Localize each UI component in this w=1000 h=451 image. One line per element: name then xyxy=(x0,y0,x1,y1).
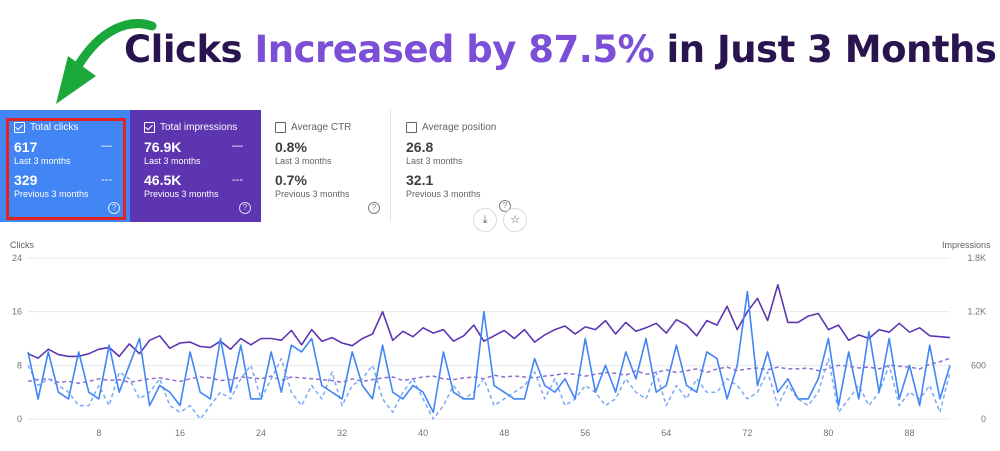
card-previous-period: Previous 3 months xyxy=(406,189,481,199)
left-tick-label: 0 xyxy=(17,414,22,424)
checkbox-icon[interactable] xyxy=(144,122,155,133)
series-line-clicks-solid xyxy=(27,290,951,414)
metric-cards: Total clicks 617 — Last 3 months 329 ---… xyxy=(0,110,525,222)
card-current-period: Last 3 months xyxy=(144,156,201,166)
star-icon[interactable]: ☆ xyxy=(503,208,527,232)
card-label: Average position xyxy=(422,122,497,133)
series-line-impressions-dashed xyxy=(27,357,951,384)
right-axis-title: Impressions xyxy=(942,240,991,250)
card-current-period: Last 3 months xyxy=(275,156,332,166)
card-previous-period: Previous 3 months xyxy=(275,189,350,199)
left-tick-label: 8 xyxy=(17,360,22,370)
dashed-line-icon: --- xyxy=(101,174,112,186)
left-tick-label: 24 xyxy=(12,253,22,263)
card-previous-period: Previous 3 months xyxy=(14,189,89,199)
solid-line-icon: — xyxy=(101,140,112,152)
highlight-box xyxy=(6,118,126,220)
x-tick-label: 8 xyxy=(96,428,101,438)
card-total-impressions[interactable]: Total impressions 76.9K — Last 3 months … xyxy=(130,110,261,222)
left-axis-title: Clicks xyxy=(10,240,34,250)
card-previous-value: 32.1 xyxy=(406,172,434,188)
green-arrow-icon xyxy=(56,19,157,104)
x-tick-label: 40 xyxy=(418,428,428,438)
card-label: Average CTR xyxy=(291,122,352,133)
headline-part2: in Just 3 Months xyxy=(654,28,997,71)
dashed-line-icon: --- xyxy=(232,174,243,186)
x-tick-label: 72 xyxy=(742,428,752,438)
solid-line-icon: — xyxy=(232,140,243,152)
left-tick-label: 16 xyxy=(12,307,22,317)
checkbox-icon[interactable] xyxy=(275,122,286,133)
right-tick-label: 1.2K xyxy=(967,307,986,317)
card-current-value: 0.8% xyxy=(275,139,307,155)
card-previous-value: 329 xyxy=(14,172,38,188)
x-tick-label: 64 xyxy=(661,428,671,438)
x-tick-label: 80 xyxy=(823,428,833,438)
series-line-clicks-dashed xyxy=(27,357,951,420)
right-tick-label: 1.8K xyxy=(967,253,986,263)
x-tick-label: 48 xyxy=(499,428,509,438)
clicks-impressions-chart: 24 1.8K 16 1.2K 8 600 0 0 8 16 24 32 40 48 56 64 72 80 88 xyxy=(12,253,986,438)
help-icon[interactable]: ? xyxy=(239,202,251,214)
card-average-ctr[interactable]: Average CTR 0.8% Last 3 months 0.7% Prev… xyxy=(261,110,391,222)
card-current-value: 76.9K xyxy=(144,139,182,155)
card-current-period: Last 3 months xyxy=(14,156,71,166)
series-line-impressions-solid xyxy=(27,283,951,359)
download-icon[interactable]: ⤓ xyxy=(473,208,497,232)
right-tick-label: 600 xyxy=(971,360,986,370)
x-tick-label: 32 xyxy=(337,428,347,438)
card-average-position[interactable]: Average position 26.8 Last 3 months 32.1… xyxy=(392,110,525,222)
x-tick-label: 88 xyxy=(904,428,914,438)
card-previous-value: 46.5K xyxy=(144,172,182,188)
x-tick-label: 24 xyxy=(256,428,266,438)
checkbox-icon[interactable] xyxy=(14,122,25,133)
card-previous-value: 0.7% xyxy=(275,172,307,188)
card-current-value: 617 xyxy=(14,139,38,155)
checkbox-icon[interactable] xyxy=(406,122,417,133)
card-current-period: Last 3 months xyxy=(406,156,463,166)
card-previous-period: Previous 3 months xyxy=(144,189,219,199)
card-total-clicks[interactable]: Total clicks 617 — Last 3 months 329 ---… xyxy=(0,110,130,222)
right-tick-label: 0 xyxy=(981,414,986,424)
help-icon[interactable]: ? xyxy=(368,202,380,214)
headline-highlight: Increased by 87.5% xyxy=(254,28,655,71)
x-tick-label: 56 xyxy=(580,428,590,438)
help-icon[interactable]: ? xyxy=(108,202,120,214)
card-current-value: 26.8 xyxy=(406,139,434,155)
card-label: Total impressions xyxy=(160,122,238,133)
card-label: Total clicks xyxy=(30,122,79,133)
x-tick-label: 16 xyxy=(175,428,185,438)
headline: Clicks Increased by 87.5% in Just 3 Mont… xyxy=(124,28,997,71)
headline-part1: Clicks xyxy=(124,28,255,71)
